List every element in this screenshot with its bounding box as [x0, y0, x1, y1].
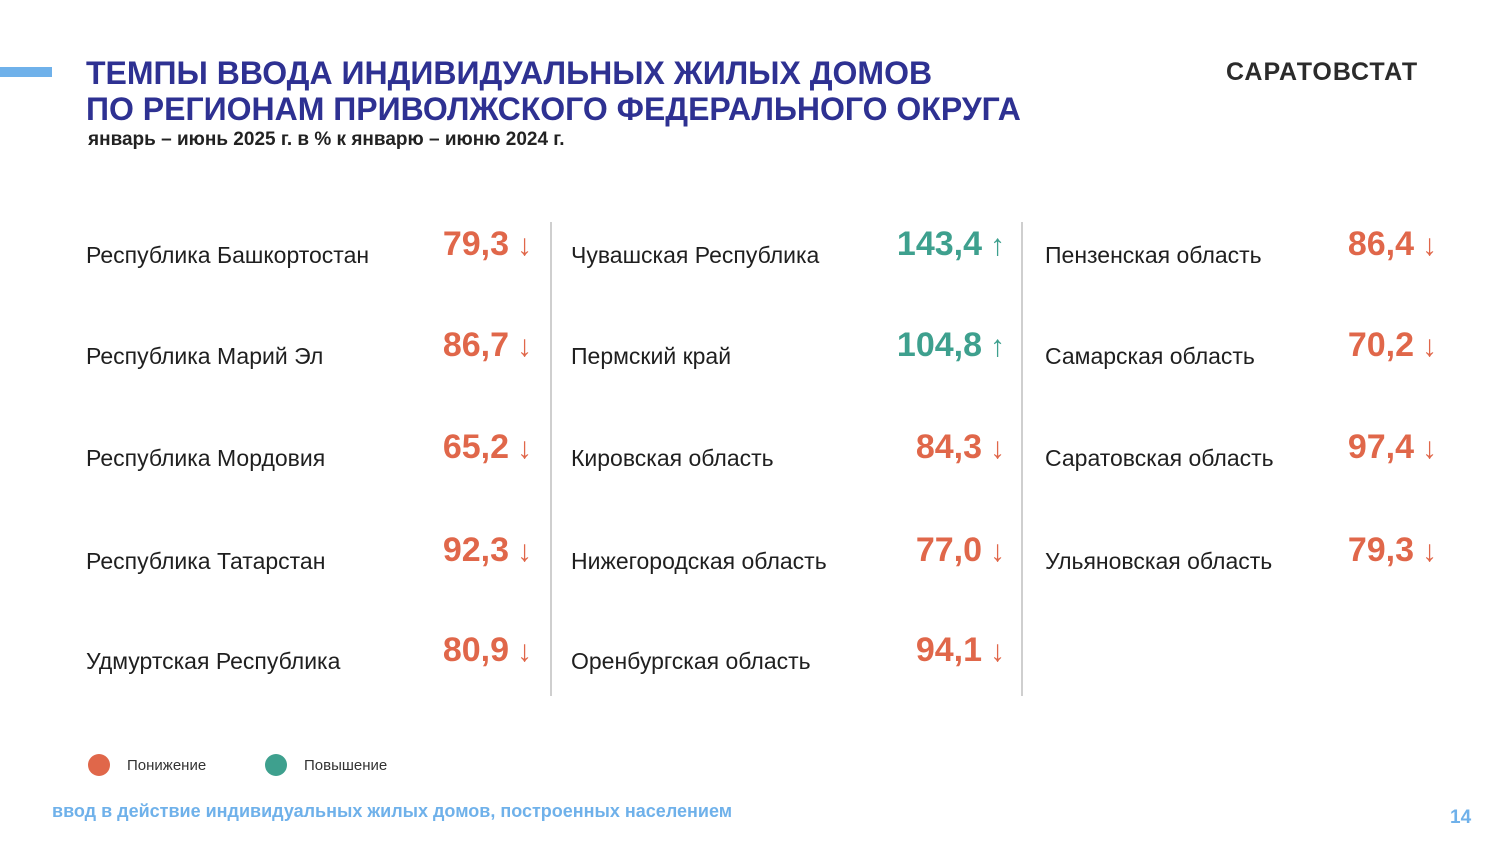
- arrow-up-icon: ↑: [990, 330, 1005, 363]
- region-value: 65,2 ↓: [442, 428, 532, 466]
- region-name: Нижегородская область: [571, 548, 827, 574]
- page-title: ТЕМПЫ ВВОДА ИНДИВИДУАЛЬНЫХ ЖИЛЫХ ДОМОВ П…: [86, 55, 1021, 127]
- column-divider-1: [550, 222, 552, 696]
- region-value: 84,3 ↓: [915, 428, 1005, 466]
- decrease-dot-icon: [88, 754, 110, 776]
- legend-decrease: Понижение: [88, 754, 206, 776]
- region-name: Республика Татарстан: [86, 548, 326, 574]
- legend-decrease-label: Понижение: [127, 756, 207, 774]
- region-value: 70,2 ↓: [1347, 326, 1437, 364]
- region-value: 94,1 ↓: [915, 631, 1005, 669]
- arrow-down-icon: ↓: [517, 432, 532, 465]
- region-row: Самарская область 70,2 ↓: [1045, 326, 1445, 387]
- arrow-down-icon: ↓: [990, 635, 1005, 668]
- region-value: 77,0 ↓: [915, 531, 1005, 569]
- arrow-down-icon: ↓: [990, 535, 1005, 568]
- region-row: Пермский край 104,8 ↑: [571, 326, 1011, 387]
- footnote: ввод в действие индивидуальных жилых дом…: [52, 801, 733, 821]
- region-value: 143,4 ↑: [896, 225, 1005, 263]
- region-name: Чувашская Республика: [571, 242, 820, 268]
- arrow-down-icon: ↓: [1422, 229, 1437, 262]
- region-value: 86,4 ↓: [1347, 225, 1437, 263]
- arrow-down-icon: ↓: [990, 432, 1005, 465]
- region-name: Республика Марий Эл: [86, 343, 324, 369]
- arrow-down-icon: ↓: [517, 535, 532, 568]
- arrow-down-icon: ↓: [517, 635, 532, 668]
- region-row: Республика Башкортостан 79,3 ↓: [86, 225, 536, 286]
- region-row: Республика Татарстан 92,3 ↓: [86, 531, 536, 592]
- region-row: Удмуртская Республика 80,9 ↓: [86, 631, 536, 692]
- region-value: 92,3 ↓: [442, 531, 532, 569]
- region-row: Ульяновская область 79,3 ↓: [1045, 531, 1445, 592]
- title-line-2: ПО РЕГИОНАМ ПРИВОЛЖСКОГО ФЕДЕРАЛЬНОГО ОК…: [86, 91, 1021, 127]
- arrow-down-icon: ↓: [1422, 432, 1437, 465]
- region-row: Саратовская область 97,4 ↓: [1045, 428, 1445, 489]
- region-name: Ульяновская область: [1045, 548, 1273, 574]
- region-name: Республика Мордовия: [86, 445, 326, 471]
- region-row: Нижегородская область 77,0 ↓: [571, 531, 1011, 592]
- legend-increase: Повышение: [265, 754, 387, 776]
- region-value: 97,4 ↓: [1347, 428, 1437, 466]
- page-number: 14: [1450, 807, 1472, 828]
- region-value: 79,3 ↓: [1347, 531, 1437, 569]
- region-name: Пермский край: [571, 343, 732, 369]
- brand-logo-text: САРАТОВСТАТ: [1226, 58, 1419, 86]
- increase-dot-icon: [265, 754, 287, 776]
- region-row: Республика Мордовия 65,2 ↓: [86, 428, 536, 489]
- arrow-down-icon: ↓: [517, 229, 532, 262]
- region-value: 79,3 ↓: [442, 225, 532, 263]
- column-divider-2: [1021, 222, 1023, 696]
- legend-increase-label: Повышение: [304, 756, 388, 774]
- region-row: Республика Марий Эл 86,7 ↓: [86, 326, 536, 387]
- region-row: Оренбургская область 94,1 ↓: [571, 631, 1011, 692]
- arrow-down-icon: ↓: [1422, 535, 1437, 568]
- arrow-down-icon: ↓: [1422, 330, 1437, 363]
- region-name: Удмуртская Республика: [86, 648, 341, 674]
- title-line-1: ТЕМПЫ ВВОДА ИНДИВИДУАЛЬНЫХ ЖИЛЫХ ДОМОВ: [86, 55, 933, 91]
- region-value: 80,9 ↓: [442, 631, 532, 669]
- region-value: 104,8 ↑: [896, 326, 1005, 364]
- region-name: Самарская область: [1045, 343, 1255, 369]
- accent-bar: [0, 67, 52, 77]
- region-row: Чувашская Республика 143,4 ↑: [571, 225, 1011, 286]
- subtitle: январь – июнь 2025 г. в % к январю – июн…: [88, 129, 565, 150]
- region-name: Оренбургская область: [571, 648, 811, 674]
- region-row: Кировская область 84,3 ↓: [571, 428, 1011, 489]
- region-value: 86,7 ↓: [442, 326, 532, 364]
- region-name: Пензенская область: [1045, 242, 1262, 268]
- region-row: Пензенская область 86,4 ↓: [1045, 225, 1445, 286]
- region-name: Саратовская область: [1045, 445, 1274, 471]
- region-name: Республика Башкортостан: [86, 242, 370, 268]
- region-name: Кировская область: [571, 445, 774, 471]
- arrow-up-icon: ↑: [990, 229, 1005, 262]
- arrow-down-icon: ↓: [517, 330, 532, 363]
